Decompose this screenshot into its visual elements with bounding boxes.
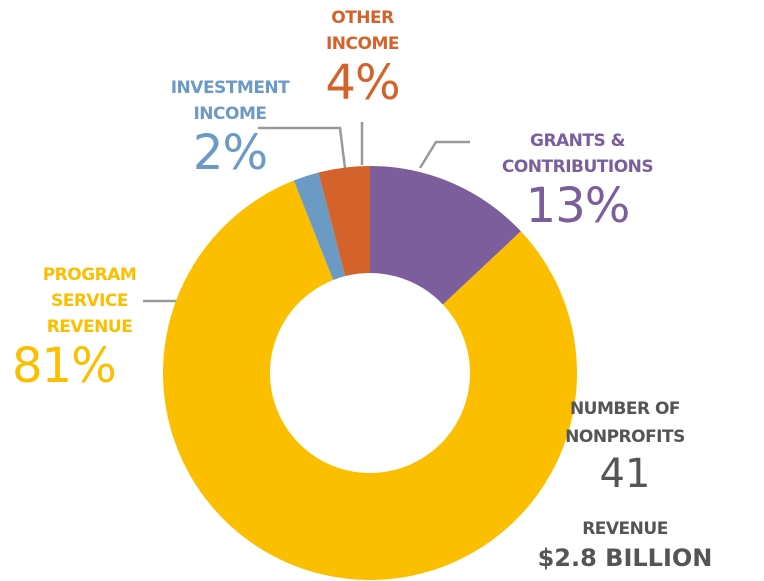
category-label: INVESTMENT INCOME xyxy=(170,78,290,124)
stat-value: 41 xyxy=(599,451,651,497)
stat-label: NUMBER OF NONPROFITS xyxy=(565,399,685,447)
percent-label: 4% xyxy=(325,55,400,111)
donut-slice xyxy=(318,166,370,277)
stat-label: REVENUE xyxy=(582,519,668,539)
slice-label: GRANTS & CONTRIBUTIONS 13% xyxy=(470,128,685,232)
donut-slice xyxy=(370,166,521,305)
leader-line xyxy=(258,126,347,169)
leader-line xyxy=(418,140,470,169)
percent-label: 2% xyxy=(192,125,268,181)
category-label: OTHER INCOME xyxy=(325,8,400,54)
stat: NUMBER OF NONPROFITS 41 xyxy=(535,395,715,497)
stat-value: $2.8 BILLION xyxy=(537,544,713,572)
stat: REVENUE $2.8 BILLION xyxy=(535,515,715,573)
slice-label: OTHER INCOME 4% xyxy=(300,5,425,109)
percent-label: 13% xyxy=(525,178,631,234)
percent-label: 81% xyxy=(12,338,117,394)
donut-slice xyxy=(162,180,577,581)
category-label: PROGRAM SERVICE REVENUE xyxy=(42,265,137,337)
category-label: GRANTS & CONTRIBUTIONS xyxy=(501,131,654,177)
donut-slice xyxy=(293,172,346,281)
slice-label: INVESTMENT INCOME 2% xyxy=(150,75,310,179)
slice-label: PROGRAM SERVICE REVENUE 81% xyxy=(12,262,167,392)
